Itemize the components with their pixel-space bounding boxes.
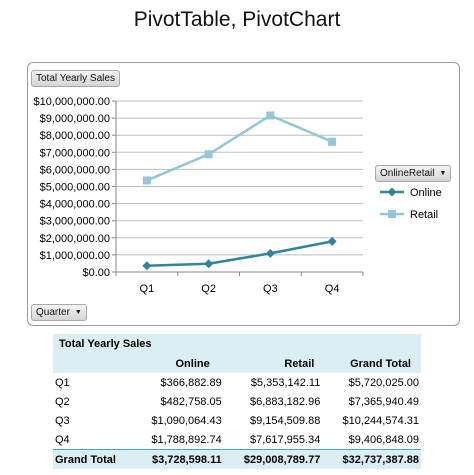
y-tick-label: $9,000,000.00 [40,113,110,125]
value-field-button[interactable]: Total Yearly Sales [31,70,120,87]
header-online: Online [132,353,224,373]
data-point-retail [142,176,151,185]
legend-label: Retail [410,209,438,221]
chart-plot: $10,000,000.00 $9,000,000.00 $8,000,000.00… [34,96,442,295]
axis-field-label: Quarter [36,307,70,319]
value-field-label: Total Yearly Sales [36,73,115,84]
cell-total: $9,406,848.09 [348,433,419,446]
legend-label: Online [410,187,442,199]
data-point-retail [266,111,275,120]
y-tick-label: $4,000,000.00 [40,199,110,211]
cell-total: $7,365,940.49 [348,395,419,408]
series-line-online [146,240,333,267]
y-tick-label: $8,000,000.00 [40,130,110,142]
cell-online: $1,788,892.74 [151,433,222,446]
series-line-retail [146,114,333,182]
cell-total: $32,737,387.88 [322,449,421,469]
row-label: Q4 [55,433,70,446]
legend-marker [387,187,397,197]
pivot-table: Total Yearly Sales Online Retail Grand T… [53,334,421,469]
y-tick-label: $7,000,000.00 [40,147,110,159]
cell-retail: $9,154,509.88 [249,414,321,427]
y-tick-label: $3,000,000.00 [40,216,110,228]
header-grand-total: Grand Total [322,353,421,373]
axis-field-button[interactable]: Quarter ▼ [31,304,87,321]
table-row: Q3 $1,090,064.43 $9,154,509.88 $10,244,5… [53,411,421,430]
row-label: Q3 [55,414,70,427]
table-row: Q4 $1,788,892.74 $7,617,955.34 $9,406,84… [53,430,421,450]
cell-online: $366,882.89 [160,376,222,389]
cell-total: $10,244,574.31 [342,414,419,427]
legend-field-label: OnlineRetail [380,168,435,180]
x-tick-label: Q4 [325,283,340,295]
table-header-row: Online Retail Grand Total [53,353,421,373]
cell-online: $482,758.05 [160,395,222,408]
data-point-retail [204,150,213,159]
data-point-online [327,236,337,246]
data-point-online [204,259,214,269]
cell-online: $1,090,064.43 [151,414,222,427]
y-tick-label: $1,000,000.00 [40,250,110,262]
table-row: Q2 $482,758.05 $6,883,182.96 $7,365,940.… [53,392,421,411]
page-title: PivotTable, PivotChart [133,8,341,31]
data-point-retail [328,137,337,146]
legend-field-button[interactable]: OnlineRetail ▼ [375,165,452,182]
table-title: Total Yearly Sales [53,334,421,354]
header-retail: Retail [223,353,323,373]
table-row: Q1 $366,882.89 $5,353,142.11 $5,720,025.… [53,373,421,392]
cell-retail: $5,353,142.11 [250,376,321,389]
x-tick-label: Q1 [140,283,155,295]
cell-total: $5,720,025.00 [348,376,419,389]
row-label: Grand Total [53,449,133,469]
row-label: Q1 [55,376,70,389]
data-point-online [265,248,275,258]
grand-total-row: Grand Total $3,728,598.11 $29,008,789.77… [53,449,421,469]
dropdown-arrow-icon: ▼ [439,170,447,177]
y-tick-label: $2,000,000.00 [40,233,110,245]
y-tick-label: $10,000,000.00 [34,96,110,108]
table-title-row: Total Yearly Sales [53,334,421,354]
legend-marker [388,210,396,218]
dropdown-arrow-icon: ▼ [74,309,82,316]
cell-online: $3,728,598.11 [132,449,224,469]
y-tick-label: $6,000,000.00 [40,164,110,176]
y-tick-label: $0.00 [82,267,110,279]
pivot-chart[interactable]: Total Yearly Sales $10,000,000.00 $9,000,… [27,62,460,326]
y-tick-label: $5,000,000.00 [40,182,110,194]
row-label: Q2 [55,395,70,408]
cell-retail: $29,008,789.77 [223,449,323,469]
x-tick-label: Q2 [201,283,216,295]
data-point-online [142,261,152,271]
x-tick-label: Q3 [263,283,278,295]
header-blank [53,353,133,373]
cell-retail: $6,883,182.96 [249,395,321,408]
cell-retail: $7,617,955.34 [249,433,321,446]
